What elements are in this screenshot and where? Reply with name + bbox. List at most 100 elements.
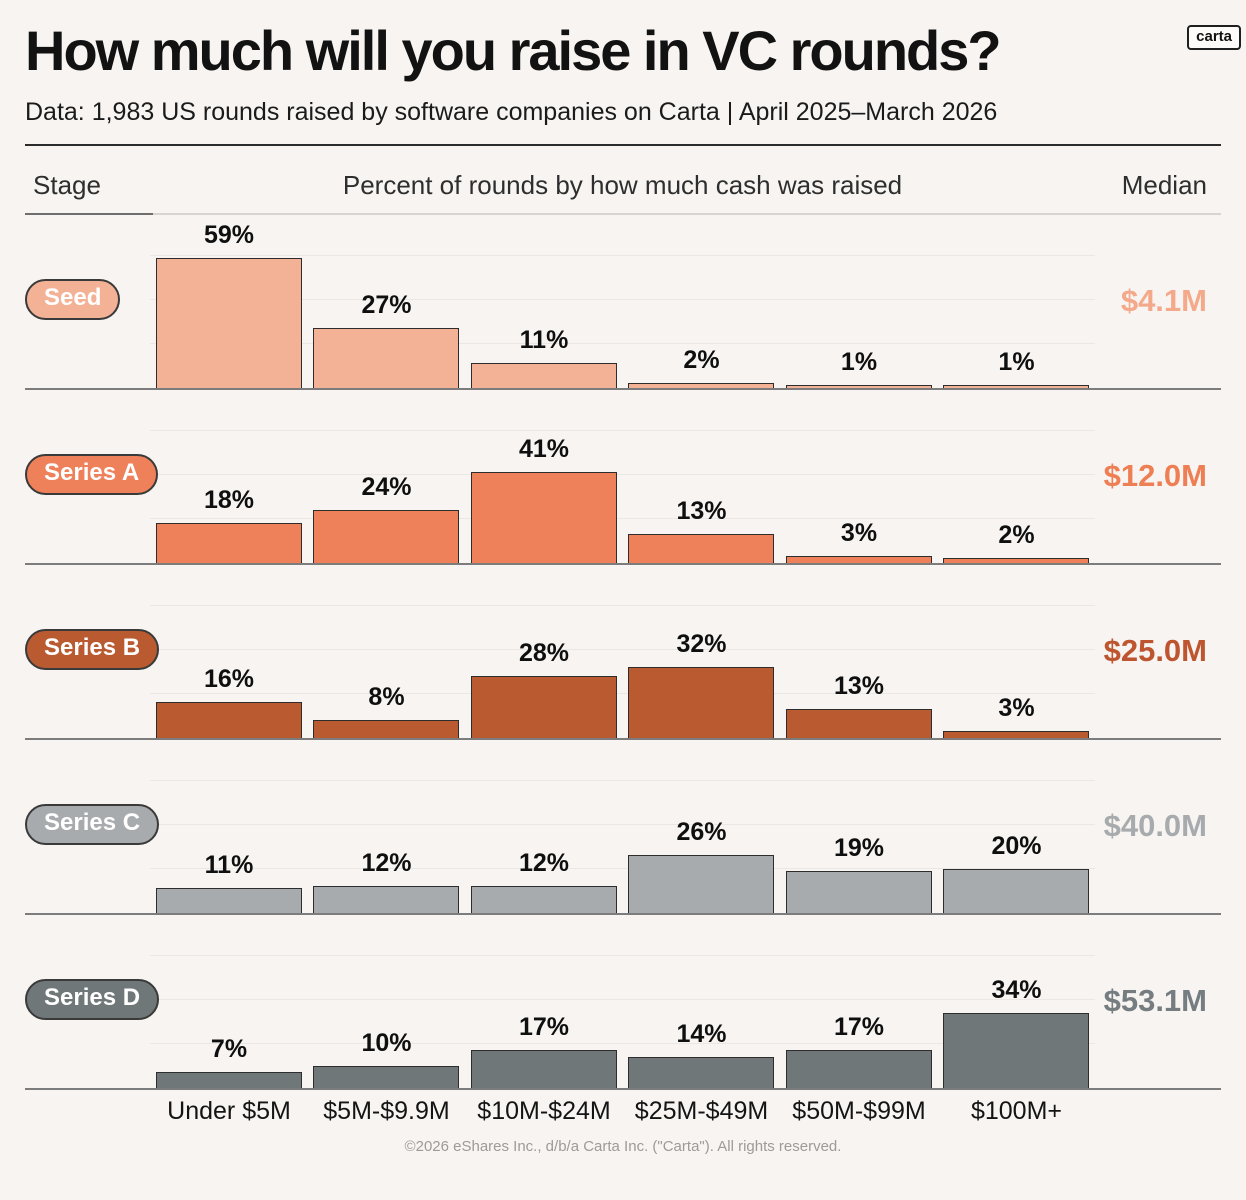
row-chart-series-d: 7% 10% 17% 14% 17% 34% <box>150 915 1095 1088</box>
median-value-seed: $4.1M <box>1120 282 1207 318</box>
bar-series-c <box>785 870 932 913</box>
gridline <box>150 648 1095 650</box>
bar-value-label: 13% <box>676 497 727 525</box>
stage-pill-series-c: Series C <box>25 803 160 845</box>
gridline <box>150 254 1095 256</box>
bar-value-label: 26% <box>676 818 727 847</box>
x-axis-label: $50M-$99M <box>792 1096 926 1125</box>
bar-series-c <box>155 888 302 913</box>
column-header-distribution: Percent of rounds by how much cash was r… <box>342 169 903 200</box>
x-axis-label: $10M-$24M <box>477 1096 611 1125</box>
bar-series-d <box>155 1072 302 1088</box>
bar-value-label: 24% <box>361 472 412 501</box>
bar-series-a <box>628 534 775 563</box>
page: How much will you raise in VC rounds? Da… <box>0 20 1246 1155</box>
column-header-median: Median <box>1121 169 1207 200</box>
bar-series-b <box>470 676 617 738</box>
stage-header-underline <box>25 212 153 215</box>
bar-seed <box>470 363 617 388</box>
bar-series-c <box>943 868 1090 913</box>
gridline <box>150 692 1095 694</box>
bar-seed <box>943 385 1090 388</box>
bar-series-a <box>313 509 460 563</box>
bar-value-label: 41% <box>518 435 570 464</box>
gridline <box>150 779 1095 781</box>
gridline <box>150 823 1095 825</box>
median-value-series-a: $12.0M <box>1103 457 1207 493</box>
page-subtitle: Data: 1,983 US rounds raised by software… <box>25 97 998 126</box>
bar-value-label: 3% <box>840 519 878 547</box>
bar-series-b <box>785 709 932 738</box>
bar-value-label: 3% <box>998 694 1035 722</box>
stage-pill-series-b: Series B <box>25 628 160 670</box>
bar-value-label: 19% <box>833 833 885 862</box>
x-axis-label: $5M-$9.9M <box>323 1096 450 1125</box>
bar-value-label: 13% <box>833 672 885 700</box>
stage-row-series-b: 16% 8% 28% 32% 13% 3% Series B $25.0M <box>25 565 1221 740</box>
gridline <box>150 1042 1095 1044</box>
bar-seed <box>155 257 302 388</box>
bar-value-label: 17% <box>833 1013 885 1042</box>
column-header-stage: Stage <box>33 169 101 200</box>
bar-value-label: 20% <box>991 831 1042 860</box>
row-chart-series-b: 16% 8% 28% 32% 13% 3% <box>150 565 1095 738</box>
x-axis-labels: Under $5M $5M-$9.9M $10M-$24M $25M-$49M $50M… <box>25 1090 1221 1134</box>
stage-row-series-c: 11% 12% 12% 26% 19% 20% Series C $40.0M <box>25 740 1221 915</box>
bar-series-a <box>943 558 1090 563</box>
bar-value-label: 14% <box>676 1019 727 1048</box>
header-divider <box>25 143 1221 146</box>
bar-value-label: 59% <box>203 220 255 249</box>
table-header-row: Stage Percent of rounds by how much cash… <box>25 146 1221 215</box>
bar-series-b <box>313 720 460 738</box>
bar-value-label: 1% <box>998 348 1035 377</box>
bar-value-label: 2% <box>683 346 720 375</box>
bar-value-label: 11% <box>204 851 254 880</box>
bar-value-label: 11% <box>519 326 569 355</box>
gridline <box>150 604 1095 606</box>
row-chart-seed: 59% 27% 11% 2% 1% 1% <box>150 215 1095 388</box>
bar-series-c <box>313 886 460 913</box>
page-title: How much will you raise in VC rounds? <box>25 19 1002 82</box>
bar-value-label: 18% <box>203 486 255 514</box>
stage-pill-seed: Seed <box>25 278 121 320</box>
bar-value-label: 2% <box>998 521 1035 550</box>
bar-value-label: 8% <box>368 683 405 711</box>
bar-series-b <box>943 731 1090 738</box>
stage-row-series-a: 18% 24% 41% 13% 3% 2% Series A $12.0M <box>25 390 1221 565</box>
bar-seed <box>313 328 460 388</box>
bar-series-d <box>628 1056 775 1088</box>
gridline <box>150 517 1095 519</box>
gridline <box>150 954 1095 956</box>
bar-value-label: 27% <box>361 291 412 320</box>
row-chart-series-c: 11% 12% 12% 26% 19% 20% <box>150 740 1095 913</box>
bar-value-label: 12% <box>361 849 412 878</box>
bar-series-a <box>470 472 617 563</box>
header-underline <box>25 212 1221 215</box>
bar-series-c <box>628 855 775 913</box>
bar-seed <box>785 385 932 388</box>
stage-row-seed: 59% 27% 11% 2% 1% 1% Seed $4.1M <box>25 215 1221 390</box>
x-axis-label: $100M+ <box>970 1096 1063 1125</box>
x-axis-label: $25M-$49M <box>634 1096 769 1125</box>
gridline <box>150 473 1095 475</box>
x-axis-label: Under $5M <box>167 1096 291 1125</box>
stage-pill-series-a: Series A <box>25 453 159 495</box>
bar-value-label: 10% <box>361 1028 412 1057</box>
bar-value-label: 28% <box>518 639 570 667</box>
bar-series-b <box>628 667 775 738</box>
bar-value-label: 32% <box>676 630 727 659</box>
bar-series-d <box>943 1012 1090 1088</box>
stage-row-series-d: 7% 10% 17% 14% 17% 34% Series D $53.1M <box>25 915 1221 1090</box>
gridline <box>150 342 1095 344</box>
gridline <box>150 298 1095 300</box>
bar-value-label: 34% <box>991 975 1042 1004</box>
bar-series-d <box>470 1050 617 1088</box>
bar-series-b <box>155 702 302 738</box>
median-value-series-c: $40.0M <box>1103 807 1207 843</box>
copyright-footer: ©2026 eShares Inc., d/b/a Carta Inc. ("C… <box>404 1137 842 1155</box>
bar-series-d <box>313 1065 460 1088</box>
bar-value-label: 1% <box>840 348 878 377</box>
gridline <box>150 867 1095 869</box>
carta-logo: carta <box>1187 25 1241 50</box>
bar-value-label: 17% <box>518 1013 570 1042</box>
